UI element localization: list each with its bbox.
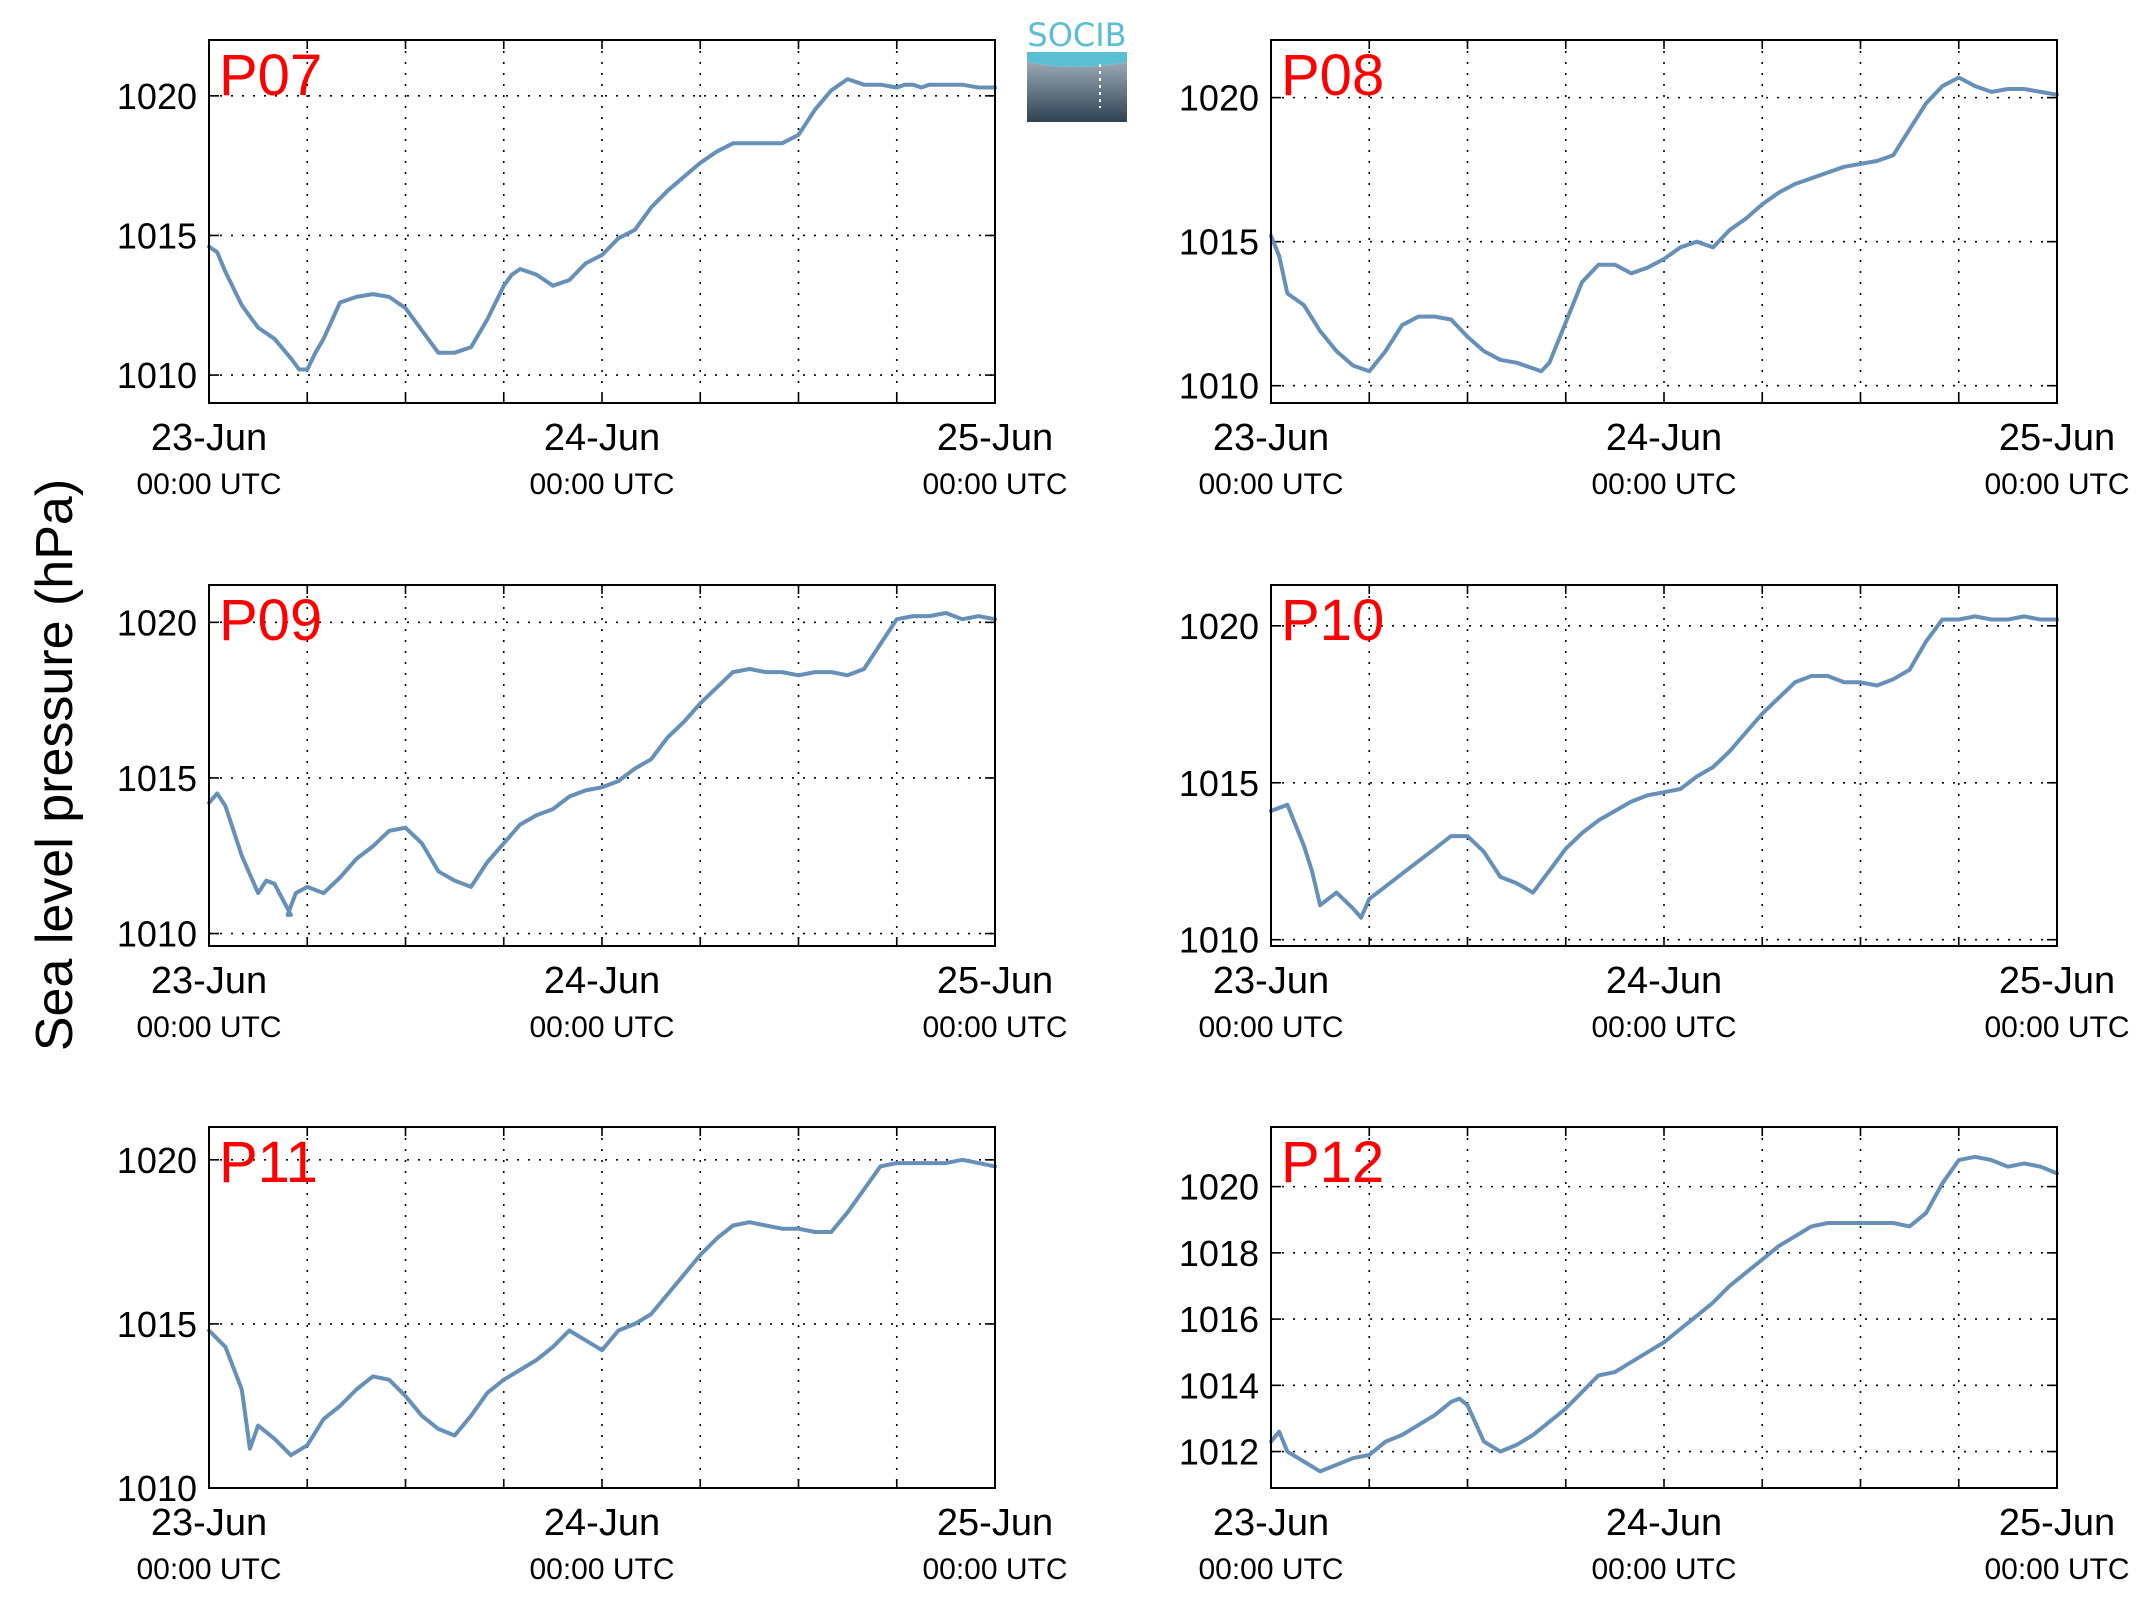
y-tick-label: 1010 — [117, 1468, 197, 1509]
y-tick-label: 1014 — [1179, 1365, 1259, 1406]
y-tick-label: 1010 — [1179, 366, 1259, 407]
series-line-p09 — [207, 611, 997, 917]
x-tick-time: 00:00 UTC — [1591, 1011, 1736, 1044]
socib-logo-text: SOCIB — [1027, 16, 1126, 54]
y-tick-label: 1015 — [117, 215, 197, 256]
x-tick-date: 25-Jun — [1999, 417, 2115, 459]
x-tick-date: 23-Jun — [151, 1502, 267, 1544]
x-tick-time: 00:00 UTC — [529, 1011, 674, 1044]
panel-label: P12 — [1281, 1130, 1384, 1195]
panel-label: P07 — [219, 43, 322, 108]
y-tick-label: 1016 — [1179, 1299, 1259, 1340]
plot-frame — [208, 1126, 996, 1489]
x-tick-date: 23-Jun — [1213, 1502, 1329, 1544]
y-tick-label: 1010 — [1179, 920, 1259, 961]
panel-label: P11 — [219, 1130, 318, 1195]
x-tick-time: 00:00 UTC — [922, 1011, 1067, 1044]
x-tick-time: 00:00 UTC — [529, 1553, 674, 1586]
y-tick-label: 1020 — [1179, 78, 1259, 119]
panel-p10: 1010 1015 1020 23-Jun 00:00 UTC 24-Jun 00:00 U… — [1179, 584, 2130, 1044]
x-tick-date: 24-Jun — [544, 417, 660, 459]
panel-label: P09 — [219, 588, 322, 653]
y-tick-label: 1010 — [117, 914, 197, 955]
panel-p07: 1010 1015 1020 23-Jun 00:00 UTC 24-Jun 00:00 U… — [117, 39, 1068, 501]
series-line-p11 — [207, 1157, 997, 1458]
y-tick-label: 1012 — [1179, 1432, 1259, 1473]
x-tick-time: 00:00 UTC — [1198, 1553, 1343, 1586]
panel-label: P10 — [1281, 588, 1384, 653]
y-tick-label: 1015 — [1179, 222, 1259, 263]
x-tick-date: 25-Jun — [937, 1502, 1053, 1544]
x-tick-date: 25-Jun — [1999, 960, 2115, 1002]
y-tick-label: 1020 — [117, 76, 197, 117]
panel-p08: 1010 1015 1020 23-Jun 00:00 UTC 24-Jun 00:00 U… — [1179, 39, 2130, 501]
series-line-p10 — [1269, 614, 2059, 920]
y-tick-label: 1020 — [1179, 606, 1259, 647]
x-tick-time: 00:00 UTC — [529, 468, 674, 501]
y-tick-label: 1020 — [117, 1140, 197, 1181]
socib-logo-sea — [1027, 62, 1127, 122]
plot-frame — [1270, 1126, 2058, 1489]
x-tick-time: 00:00 UTC — [1591, 468, 1736, 501]
plot-frame — [1270, 584, 2058, 947]
x-tick-date: 24-Jun — [544, 960, 660, 1002]
x-tick-date: 23-Jun — [151, 960, 267, 1002]
x-tick-time: 00:00 UTC — [922, 1553, 1067, 1586]
x-tick-time: 00:00 UTC — [1591, 1553, 1736, 1586]
panel-label: P08 — [1281, 43, 1384, 108]
x-tick-date: 24-Jun — [544, 1502, 660, 1544]
x-tick-time: 00:00 UTC — [136, 468, 281, 501]
panel-p09: 1010 1015 1020 23-Jun 00:00 UTC 24-Jun 00:00 U… — [117, 584, 1068, 1044]
x-tick-time: 00:00 UTC — [1198, 1011, 1343, 1044]
y-tick-label: 1015 — [1179, 763, 1259, 804]
y-tick-label: 1015 — [117, 1304, 197, 1345]
x-tick-time: 00:00 UTC — [1984, 468, 2129, 501]
x-tick-date: 24-Jun — [1606, 960, 1722, 1002]
y-tick-label: 1018 — [1179, 1233, 1259, 1274]
x-tick-time: 00:00 UTC — [136, 1553, 281, 1586]
series-line-p08 — [1269, 75, 2059, 374]
plot-frame — [208, 39, 996, 404]
x-tick-date: 23-Jun — [151, 417, 267, 459]
x-tick-time: 00:00 UTC — [922, 468, 1067, 501]
x-tick-time: 00:00 UTC — [1984, 1011, 2129, 1044]
x-tick-date: 24-Jun — [1606, 1502, 1722, 1544]
x-tick-date: 23-Jun — [1213, 960, 1329, 1002]
x-tick-date: 25-Jun — [937, 417, 1053, 459]
y-tick-label: 1010 — [117, 355, 197, 396]
x-tick-time: 00:00 UTC — [1984, 1553, 2129, 1586]
series-line-p12 — [1269, 1154, 2059, 1474]
x-tick-time: 00:00 UTC — [1198, 468, 1343, 501]
plot-frame — [1270, 39, 2058, 404]
series-line-p07 — [207, 77, 997, 372]
x-tick-date: 25-Jun — [937, 960, 1053, 1002]
socib-logo-wave — [1027, 52, 1127, 67]
plot-frame — [208, 584, 996, 947]
x-tick-time: 00:00 UTC — [136, 1011, 281, 1044]
y-tick-label: 1015 — [117, 758, 197, 799]
y-tick-label: 1020 — [117, 602, 197, 643]
socib-logo: SOCIB — [1027, 16, 1127, 122]
x-tick-date: 24-Jun — [1606, 417, 1722, 459]
x-tick-date: 23-Jun — [1213, 417, 1329, 459]
y-tick-label: 1020 — [1179, 1167, 1259, 1208]
panel-p11: 1010 1015 1020 23-Jun 00:00 UTC 24-Jun 00:00 U… — [117, 1126, 1068, 1586]
panel-p12: 1012 1014 1016 1018 1020 23-Jun 00:00 UTC 24-Ju… — [1179, 1126, 2130, 1586]
x-tick-date: 25-Jun — [1999, 1502, 2115, 1544]
y-axis-label: Sea level pressure (hPa) — [26, 479, 84, 1051]
